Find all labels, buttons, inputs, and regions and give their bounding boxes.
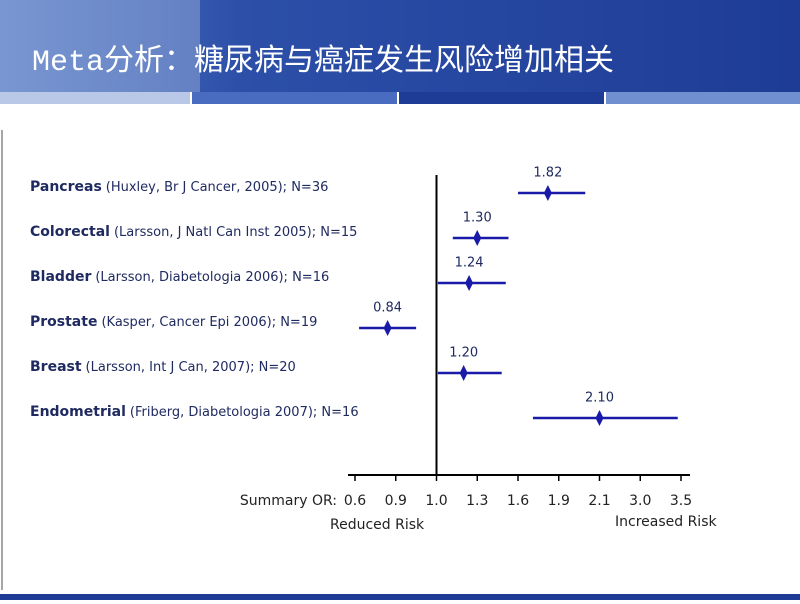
study-source: (Larsson, Int J Can, 2007); N=20 — [86, 360, 296, 375]
header-image — [0, 0, 200, 92]
study-source: (Kasper, Cancer Epi 2006); N=19 — [101, 315, 317, 330]
point-estimate — [465, 275, 474, 291]
x-tick-label: 1.6 — [507, 493, 529, 509]
point-estimate — [543, 185, 552, 201]
x-tick-label: 1.9 — [548, 493, 570, 509]
point-estimate — [473, 230, 482, 246]
study-source: (Larsson, Diabetologia 2006); N=16 — [95, 270, 329, 285]
x-tick-label: 0.9 — [385, 493, 407, 509]
study-source: (Friberg, Diabetologia 2007); N=16 — [130, 405, 359, 420]
row-label: Pancreas (Huxley, Br J Cancer, 2005); N=3… — [30, 179, 328, 195]
stripe — [0, 92, 190, 104]
value-label: 1.82 — [533, 166, 562, 181]
site-name: Breast — [30, 359, 82, 375]
stripe — [192, 92, 397, 104]
point-estimate — [595, 410, 604, 426]
x-tick-label: 0.6 — [344, 493, 366, 509]
site-name: Prostate — [30, 314, 97, 330]
value-label: 0.84 — [373, 301, 402, 316]
row-label: Prostate (Kasper, Cancer Epi 2006); N=19 — [30, 314, 317, 330]
axis-prefix: Summary OR: — [240, 493, 337, 509]
row-label: Breast (Larsson, Int J Can, 2007); N=20 — [30, 359, 296, 375]
x-tick-label: 2.1 — [588, 493, 610, 509]
row-label: Colorectal (Larsson, J Natl Can Inst 2005… — [30, 224, 357, 240]
point-estimate — [383, 320, 392, 336]
slide-title: Meta分析：糖尿病与癌症发生风险增加相关 — [32, 44, 614, 80]
footer-stripe — [0, 594, 800, 600]
stripe — [399, 92, 604, 104]
reduced-risk-label: Reduced Risk — [330, 517, 425, 533]
value-label: 1.24 — [455, 256, 484, 271]
stripe — [606, 92, 800, 104]
value-label: 2.10 — [585, 391, 614, 406]
study-source: (Larsson, J Natl Can Inst 2005); N=15 — [114, 225, 357, 240]
site-name: Colorectal — [30, 224, 110, 240]
site-name: Endometrial — [30, 404, 126, 420]
x-tick-label: 3.0 — [629, 493, 651, 509]
increased-risk-label: Increased Risk — [615, 514, 717, 530]
study-source: (Huxley, Br J Cancer, 2005); N=36 — [106, 180, 329, 195]
x-tick-label: 1.0 — [425, 493, 447, 509]
header-band — [0, 0, 800, 92]
row-label: Bladder (Larsson, Diabetologia 2006); N=1… — [30, 269, 329, 285]
site-name: Bladder — [30, 269, 91, 285]
value-label: 1.20 — [449, 346, 478, 361]
value-label: 1.30 — [463, 211, 492, 226]
site-name: Pancreas — [30, 179, 102, 195]
row-label: Endometrial (Friberg, Diabetologia 2007);… — [30, 404, 359, 420]
point-estimate — [459, 365, 468, 381]
x-tick-label: 1.3 — [466, 493, 488, 509]
x-tick-label: 3.5 — [670, 493, 692, 509]
